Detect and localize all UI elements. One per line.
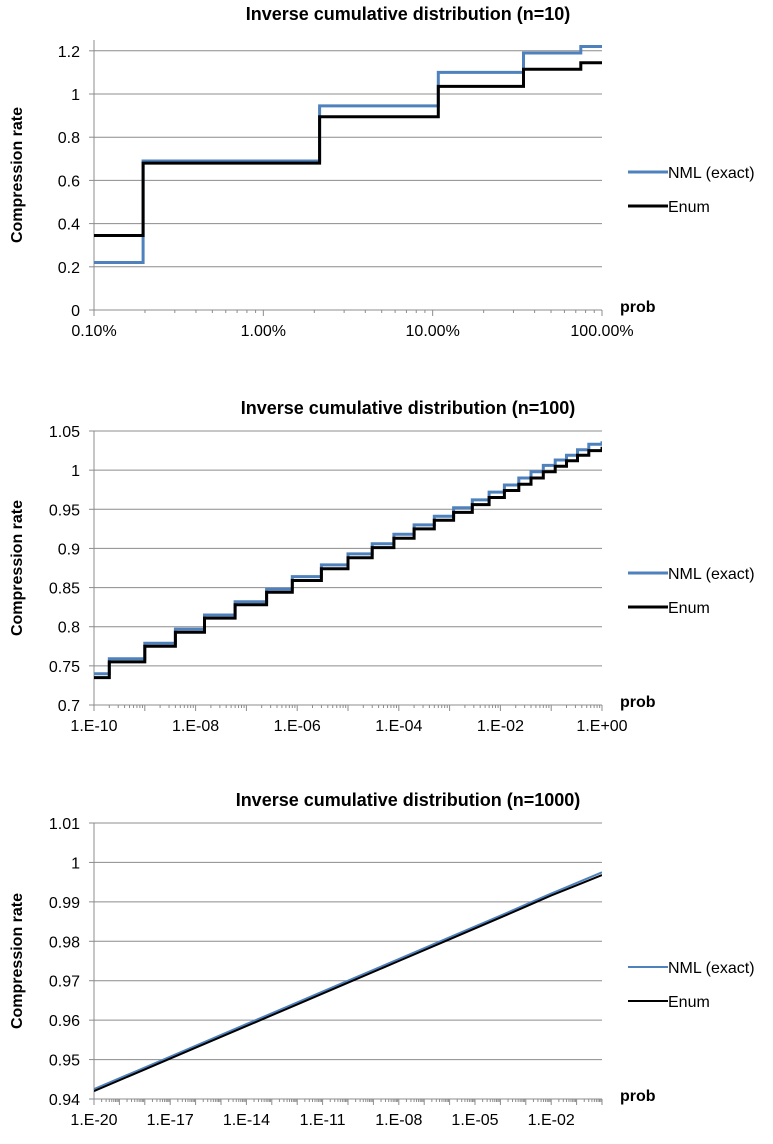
chart-n1000: Inverse cumulative distribution (n=1000)…: [0, 770, 773, 1144]
y-tick-label: 0.7: [58, 698, 80, 715]
x-tick-label: 0.10%: [71, 323, 116, 340]
series-line-nml-exact: [94, 871, 602, 1091]
x-tick-label: 1.E-17: [147, 1112, 194, 1129]
x-tick-label: 1.00%: [241, 323, 286, 340]
y-axis-label: Compression rate: [9, 107, 26, 243]
y-tick-label: 0.96: [49, 1013, 80, 1030]
legend-label: Enum: [668, 199, 710, 216]
legend-label: NML (exact): [668, 566, 755, 583]
x-axis-label: prob: [620, 1088, 656, 1105]
y-tick-label: 0.94: [49, 1092, 80, 1109]
y-tick-label: 1.05: [49, 424, 80, 441]
y-tick-label: 0.95: [49, 502, 80, 519]
y-tick-label: 1.2: [58, 44, 80, 61]
series-line-enum: [94, 446, 602, 680]
x-tick-label: 1.E-05: [451, 1112, 498, 1129]
y-tick-label: 0.99: [49, 895, 80, 912]
legend-label: NML (exact): [668, 165, 755, 182]
legend-label: NML (exact): [668, 960, 755, 977]
chart-n10-svg: Inverse cumulative distribution (n=10) 0 0…: [9, 4, 755, 340]
x-axis-label: prob: [620, 299, 656, 316]
x-tick-label: 1.E-10: [70, 718, 117, 735]
y-tick-label: 0.6: [58, 173, 80, 190]
chart-n10: Inverse cumulative distribution (n=10) 0 0…: [0, 0, 773, 360]
y-tick-label: 0.85: [49, 581, 80, 598]
x-tick-label: 1.E-14: [223, 1112, 270, 1129]
y-tick-label: 0: [71, 303, 80, 320]
series-line-enum: [94, 874, 602, 1093]
x-tick-label: 1.E-02: [528, 1112, 575, 1129]
chart-n1000-svg: Inverse cumulative distribution (n=1000)…: [9, 790, 755, 1129]
y-tick-label: 0.8: [58, 620, 80, 637]
y-tick-label: 1: [71, 87, 80, 104]
y-tick-label: 0.97: [49, 974, 80, 991]
x-tick-label: 1.E-08: [375, 1112, 422, 1129]
y-tick-label: 1.01: [49, 816, 80, 833]
chart-title: Inverse cumulative distribution (n=10): [246, 4, 571, 24]
series-line-enum: [94, 61, 602, 237]
y-tick-label: 1: [71, 463, 80, 480]
legend-label: Enum: [668, 600, 710, 617]
x-tick-label: 1.E-04: [375, 718, 422, 735]
x-tick-label: 1.E+00: [576, 718, 627, 735]
legend-label: Enum: [668, 994, 710, 1011]
x-tick-label: 1.E-20: [70, 1112, 117, 1129]
chart-n100: Inverse cumulative distribution (n=100) 0…: [0, 380, 773, 760]
y-tick-label: 0.75: [49, 659, 80, 676]
y-tick-label: 1: [71, 855, 80, 872]
y-tick-label: 0.9: [58, 541, 80, 558]
chart-title: Inverse cumulative distribution (n=1000): [236, 790, 581, 810]
y-tick-label: 0.8: [58, 130, 80, 147]
y-axis-label: Compression rate: [9, 500, 26, 636]
y-tick-label: 0.95: [49, 1053, 80, 1070]
y-axis-label: Compression rate: [9, 893, 26, 1029]
chart-title: Inverse cumulative distribution (n=100): [241, 398, 576, 418]
x-tick-label: 1.E-06: [274, 718, 321, 735]
chart-n100-svg: Inverse cumulative distribution (n=100) 0…: [9, 398, 755, 735]
y-tick-label: 0.4: [58, 217, 80, 234]
x-tick-label: 1.E-11: [300, 1112, 346, 1129]
x-tick-label: 1.E-02: [477, 718, 524, 735]
x-tick-label: 10.00%: [406, 323, 460, 340]
y-tick-label: 0.2: [58, 260, 80, 277]
x-axis-label: prob: [620, 694, 656, 711]
series-line-nml-exact: [94, 45, 602, 264]
x-tick-label: 100.00%: [570, 323, 633, 340]
y-tick-label: 0.98: [49, 934, 80, 951]
x-tick-label: 1.E-08: [172, 718, 219, 735]
